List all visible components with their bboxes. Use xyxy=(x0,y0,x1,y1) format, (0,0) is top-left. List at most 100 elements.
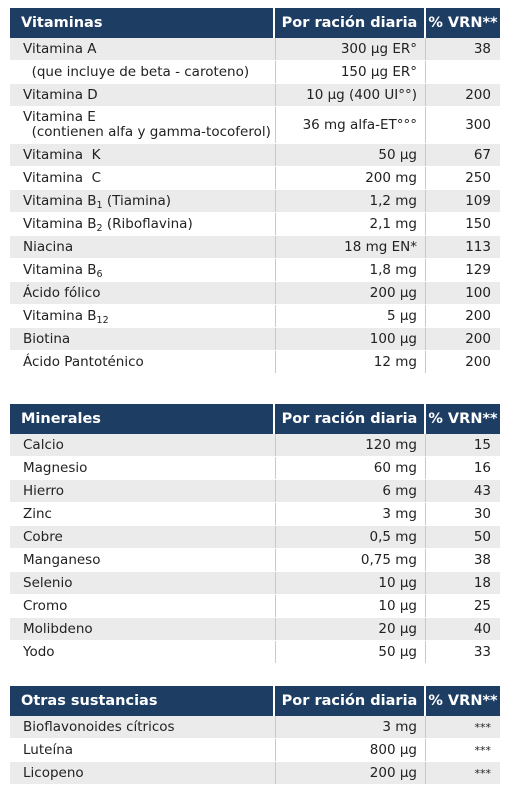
table-row: Calcio 120 mg 15 xyxy=(10,434,500,457)
nutrient-name-suffix: (Riboflavina) xyxy=(102,216,193,232)
vrn-cell: 200 xyxy=(465,331,491,347)
nutrient-subscript: 2 xyxy=(96,222,103,234)
table-row: Vitamina B 12 5 µg 200 xyxy=(10,305,500,328)
amount-cell: 3 mg xyxy=(275,503,426,525)
header-name: Minerales xyxy=(10,404,275,434)
other-substances-header: Otras sustancias Por ración diaria % VRN… xyxy=(10,686,500,716)
table-row: Hierro 6 mg 43 xyxy=(10,480,500,503)
nutrient-name: Niacina xyxy=(23,239,74,255)
amount-cell: 50 µg xyxy=(275,144,426,166)
nutrient-name: Zinc xyxy=(23,506,52,522)
nutrient-name: Vitamina B 12 xyxy=(10,305,275,327)
vrn-cell: 50 xyxy=(473,529,491,545)
header-amount: Por ración diaria xyxy=(275,8,426,38)
nutrient-name: Cromo xyxy=(23,598,68,614)
table-row: Luteína 800 µg *** xyxy=(10,739,500,762)
table-row: Vitamina C 200 mg 250 xyxy=(10,167,500,190)
vrn-cell: *** xyxy=(474,743,492,757)
nutrient-name: Licopeno xyxy=(23,765,84,781)
nutrient-name: Vitamina A xyxy=(23,41,97,57)
amount-cell: 0,5 mg xyxy=(275,526,426,548)
table-row: Magnesio 60 mg 16 xyxy=(10,457,500,480)
nutrient-name-text: Vitamina B xyxy=(23,193,97,209)
amount-cell: 800 µg xyxy=(275,739,426,761)
header-vrn: % VRN** xyxy=(428,411,498,427)
vrn-cell xyxy=(426,61,500,83)
table-row: Selenio 10 µg 18 xyxy=(10,572,500,595)
vrn-cell: 200 xyxy=(465,354,491,370)
table-row: Licopeno 200 µg *** xyxy=(10,762,500,785)
amount-cell: 100 µg xyxy=(275,328,426,350)
vrn-cell: 25 xyxy=(473,598,491,614)
table-row: (que incluye de beta - caroteno) 150 µg E… xyxy=(10,61,500,84)
header-name: Vitaminas xyxy=(10,8,275,38)
nutrient-name: Luteína xyxy=(23,742,74,758)
vrn-cell: *** xyxy=(474,720,492,734)
table-row: Cromo 10 µg 25 xyxy=(10,595,500,618)
vrn-cell: 33 xyxy=(473,644,491,660)
amount-cell: 0,75 mg xyxy=(275,549,426,571)
vrn-cell: 109 xyxy=(465,193,491,209)
nutrient-subscript: 12 xyxy=(96,314,109,326)
table-row: Molibdeno 20 µg 40 xyxy=(10,618,500,641)
amount-cell: 120 mg xyxy=(275,434,426,456)
amount-cell: 60 mg xyxy=(275,457,426,479)
vrn-cell: 200 xyxy=(465,308,491,324)
nutrient-name: Calcio xyxy=(23,437,64,453)
nutrient-subscript: 6 xyxy=(96,268,103,280)
table-row: Ácido fólico 200 µg 100 xyxy=(10,282,500,305)
table-row: Manganeso 0,75 mg 38 xyxy=(10,549,500,572)
minerals-table: Minerales Por ración diaria % VRN** Calc… xyxy=(10,404,500,664)
header-name: Otras sustancias xyxy=(10,686,275,716)
amount-cell: 300 µg ER° xyxy=(275,38,426,60)
table-row: Cobre 0,5 mg 50 xyxy=(10,526,500,549)
amount-cell: 200 µg xyxy=(275,282,426,304)
header-vrn: % VRN** xyxy=(428,693,498,709)
amount-cell: 3 mg xyxy=(275,716,426,738)
vrn-cell: 38 xyxy=(473,552,491,568)
vrn-cell: 43 xyxy=(473,483,491,499)
amount-cell: 150 µg ER° xyxy=(275,61,426,83)
vrn-cell: 18 xyxy=(473,575,491,591)
nutrient-name: Magnesio xyxy=(23,460,88,476)
amount-cell: 36 mg alfa-ET°°° xyxy=(275,107,426,143)
nutrient-name: Vitamina C xyxy=(23,170,101,186)
amount-cell: 12 mg xyxy=(275,351,426,373)
vrn-cell: *** xyxy=(474,766,492,780)
nutrient-name: Vitamina E (contienen alfa y gamma-tocof… xyxy=(10,107,275,143)
table-row: Vitamina E (contienen alfa y gamma-tocof… xyxy=(10,107,500,144)
nutrient-name: Selenio xyxy=(23,575,73,591)
table-row: Ácido Pantoténico 12 mg 200 xyxy=(10,351,500,374)
amount-cell: 200 µg xyxy=(275,762,426,784)
nutrient-name: Cobre xyxy=(23,529,63,545)
nutrient-name: Ácido fólico xyxy=(23,285,101,301)
header-amount: Por ración diaria xyxy=(275,404,426,434)
amount-cell: 5 µg xyxy=(275,305,426,327)
amount-cell: 10 µg xyxy=(275,572,426,594)
table-row: Vitamina B 6 1,8 mg 129 xyxy=(10,259,500,282)
vrn-cell: 113 xyxy=(465,239,491,255)
vrn-cell: 300 xyxy=(465,117,491,133)
table-row: Zinc 3 mg 30 xyxy=(10,503,500,526)
vitamins-header: Vitaminas Por ración diaria % VRN** xyxy=(10,8,500,38)
table-row: Vitamina D 10 µg (400 UI°°) 200 xyxy=(10,84,500,107)
amount-cell: 50 µg xyxy=(275,641,426,663)
nutrient-name-text: Vitamina B xyxy=(23,216,97,232)
amount-cell: 2,1 mg xyxy=(275,213,426,235)
table-row: Vitamina A 300 µg ER° 38 xyxy=(10,38,500,61)
vrn-cell: 200 xyxy=(465,87,491,103)
amount-cell: 1,8 mg xyxy=(275,259,426,281)
nutrient-name-line2: (contienen alfa y gamma-tocoferol) xyxy=(23,124,271,140)
nutrient-name-suffix: (Tiamina) xyxy=(102,193,172,209)
nutrient-name: Bioflavonoides cítricos xyxy=(23,719,175,735)
vrn-cell: 40 xyxy=(473,621,491,637)
vitamins-table: Vitaminas Por ración diaria % VRN** Vita… xyxy=(10,8,500,374)
nutrient-name: Biotina xyxy=(23,331,71,347)
header-amount: Por ración diaria xyxy=(275,686,426,716)
amount-cell: 200 mg xyxy=(275,167,426,189)
nutrient-name: Ácido Pantoténico xyxy=(23,354,144,370)
header-vrn: % VRN** xyxy=(428,15,498,31)
